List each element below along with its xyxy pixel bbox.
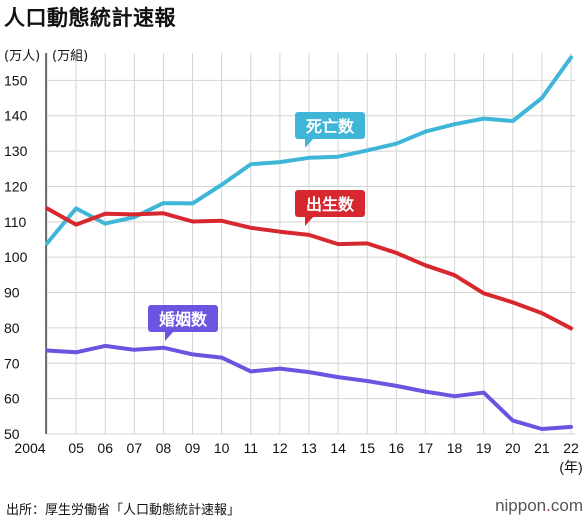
x-tick-label: 09: [185, 440, 201, 456]
y-unit-label-people: (万人): [4, 49, 41, 64]
y-tick-label: 90: [4, 285, 20, 301]
series-label-text: 婚姻数: [159, 310, 208, 329]
x-tick-label: 21: [534, 440, 550, 456]
series-line: [45, 343, 573, 431]
series-line: [45, 55, 573, 246]
series-label: 死亡数: [295, 112, 365, 148]
x-tick-label: 08: [156, 440, 172, 456]
series-label-box: [295, 112, 365, 139]
x-tick-label: 10: [214, 440, 230, 456]
y-tick-label: 150: [4, 72, 28, 88]
series-label-pointer: [305, 216, 314, 226]
x-axis-unit: (年): [559, 459, 582, 475]
y-tick-label: 60: [4, 391, 20, 407]
series-label-text: 出生数: [306, 195, 355, 214]
x-tick-label: 14: [330, 440, 346, 456]
series-label: 出生数: [295, 190, 365, 226]
x-tick-label: 2004: [14, 440, 45, 456]
y-tick-label: 140: [4, 108, 28, 124]
y-tick-label: 70: [4, 355, 20, 371]
y-tick-label: 80: [4, 320, 20, 336]
logo-name: nippon: [495, 496, 547, 515]
x-tick-label: 11: [244, 440, 259, 456]
x-tick-label: 20: [505, 440, 521, 456]
source-note: 出所：厚生労働省「人口動態統計速報」: [6, 503, 241, 518]
y-tick-label: 120: [4, 178, 28, 194]
series-label-box: [148, 305, 218, 332]
y-tick-label: 50: [4, 426, 20, 442]
y-tick-label: 110: [4, 214, 27, 230]
y-unit-label-pairs: (万組): [52, 49, 89, 64]
x-tick-label: 13: [301, 440, 317, 456]
x-tick-label: 12: [272, 440, 288, 456]
series-label-pointer: [305, 138, 314, 148]
series-label-text: 死亡数: [306, 117, 355, 136]
chart-title: 人口動態統計速報: [4, 6, 176, 30]
nippon-logo: nippon.com: [495, 496, 583, 516]
x-tick-label: 06: [97, 440, 113, 456]
series-label-pointer: [165, 331, 174, 341]
y-tick-label: 130: [4, 143, 28, 159]
x-tick-label: 05: [68, 440, 84, 456]
series-label: 婚姻数: [148, 305, 218, 341]
series-line: [45, 206, 573, 331]
x-tick-label: 16: [389, 440, 405, 456]
series-label-box: [295, 190, 365, 217]
x-tick-label: 07: [127, 440, 143, 456]
x-tick-label: 17: [418, 440, 434, 456]
logo-tld: com: [550, 496, 583, 515]
x-tick-label: 22: [563, 440, 579, 456]
gridlines: [46, 53, 575, 435]
y-tick-label: 100: [4, 249, 28, 265]
logo-dot: .: [546, 496, 551, 515]
x-tick-label: 15: [359, 440, 375, 456]
x-tick-label: 18: [447, 440, 463, 456]
x-tick-label: 19: [476, 440, 492, 456]
